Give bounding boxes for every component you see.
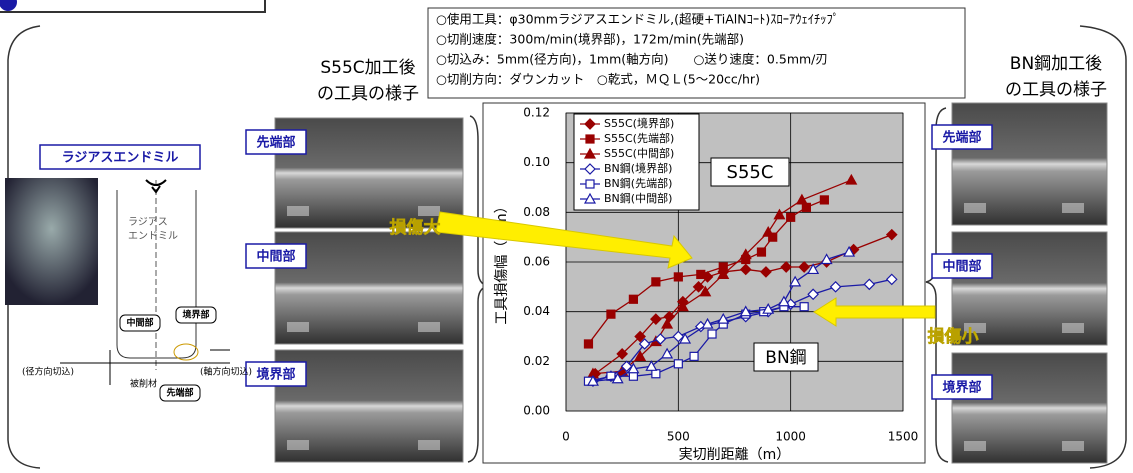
condition-line: ○使用工具：φ30mmラジアスエンドミル,(超硬+TiAlNｺｰﾄ)ｽﾛｰｱｳｪ… xyxy=(436,12,839,27)
y-tick-label: 0.08 xyxy=(523,205,550,219)
legend-label: S55C(先端部) xyxy=(604,131,674,145)
tool-label: ラジアス xyxy=(128,216,168,228)
condition-line: ○切削方向：ダウンカット ○乾式，ＭＱＬ(5～20cc/hr) xyxy=(436,72,760,87)
x-tick-label: 0 xyxy=(562,430,570,444)
photo-mark xyxy=(964,441,986,451)
annotation: S55C xyxy=(727,162,774,183)
y-tick-label: 0.00 xyxy=(523,404,550,418)
legend-label: BN鋼(境界部) xyxy=(604,161,672,175)
marker xyxy=(629,372,637,380)
marker xyxy=(690,352,698,360)
marker xyxy=(697,270,705,278)
bracket xyxy=(926,108,948,462)
marker xyxy=(584,340,592,348)
photo-mark xyxy=(287,206,309,216)
diagram-title: ラジアスエンドミル xyxy=(62,151,179,166)
photo-mark xyxy=(1062,441,1084,451)
photo-mark xyxy=(1062,203,1084,213)
condition-line: ○切削速度：300m/min(境界部)，172m/min(先端部) xyxy=(436,32,744,47)
x-tick-label: 1000 xyxy=(775,430,806,444)
part-label: 中間部 xyxy=(126,317,153,329)
y-tick-label: 0.02 xyxy=(523,354,550,368)
photo-mark xyxy=(418,206,440,216)
radial-label: (径方向切込) xyxy=(22,366,74,378)
marker xyxy=(820,196,828,204)
photo-label: 境界部 xyxy=(942,380,981,396)
annotation: 損傷小 xyxy=(928,326,979,347)
legend-label: S55C(境界部) xyxy=(604,116,674,130)
part-label: 境界部 xyxy=(182,309,209,321)
y-tick-label: 0.10 xyxy=(523,155,550,169)
photo-label: 先端部 xyxy=(256,135,295,151)
caption: S55C加工後 xyxy=(320,58,415,78)
photo-label: 先端部 xyxy=(942,130,981,146)
legend-marker xyxy=(586,180,594,188)
photo-mark xyxy=(964,203,986,213)
photo-mark xyxy=(1062,323,1084,333)
photo-mark xyxy=(287,440,309,450)
annotation: 損傷大 xyxy=(390,217,441,238)
slide: ○使用工具：φ30mmラジアスエンドミル,(超硬+TiAlNｺｰﾄ)ｽﾛｰｱｳｪ… xyxy=(0,0,1133,473)
marker xyxy=(757,248,765,256)
y-tick-label: 0.12 xyxy=(523,106,550,120)
marker xyxy=(802,203,810,211)
legend-label: S55C(中間部) xyxy=(604,146,674,160)
legend-label: BN鋼(先端部) xyxy=(604,176,672,190)
tool-label: エンドミル xyxy=(128,231,178,242)
y-tick-label: 0.04 xyxy=(523,304,550,318)
condition-line: ○切込み：5mm(径方向)，1mm(軸方向) ○送り速度：0.5mm/刃 xyxy=(436,52,828,67)
title-bar xyxy=(0,0,265,12)
workpiece-label: 被削材 xyxy=(130,378,157,390)
marker xyxy=(787,213,795,221)
photo-mark xyxy=(287,322,309,332)
legend-marker xyxy=(586,135,594,143)
x-tick-label: 500 xyxy=(667,430,690,444)
marker xyxy=(708,330,716,338)
x-axis-label: 実切削距離（m） xyxy=(679,446,791,463)
y-tick-label: 0.06 xyxy=(523,255,550,269)
marker xyxy=(652,278,660,286)
caption: BN鋼加工後 xyxy=(1010,54,1102,74)
photo-mark xyxy=(418,322,440,332)
y-axis-label: 工具損傷幅（mm） xyxy=(494,199,510,324)
caption: の工具の様子 xyxy=(317,84,419,104)
tool-photo xyxy=(5,178,98,305)
photo-label: 中間部 xyxy=(256,249,295,265)
marker xyxy=(800,303,808,311)
marker xyxy=(652,370,660,378)
part-label: 先端部 xyxy=(166,387,193,399)
marker xyxy=(607,310,615,318)
annotation: BN鋼 xyxy=(765,348,806,368)
photo-label: 境界部 xyxy=(256,367,295,383)
caption: の工具の様子 xyxy=(1005,80,1107,100)
legend-label: BN鋼(中間部) xyxy=(604,191,672,205)
marker xyxy=(674,360,682,368)
x-tick-label: 1500 xyxy=(888,430,919,444)
photo-mark xyxy=(418,440,440,450)
photo-label: 中間部 xyxy=(942,259,981,275)
marker xyxy=(674,273,682,281)
marker xyxy=(629,295,637,303)
axial-label: (軸方向切込) xyxy=(200,366,252,378)
